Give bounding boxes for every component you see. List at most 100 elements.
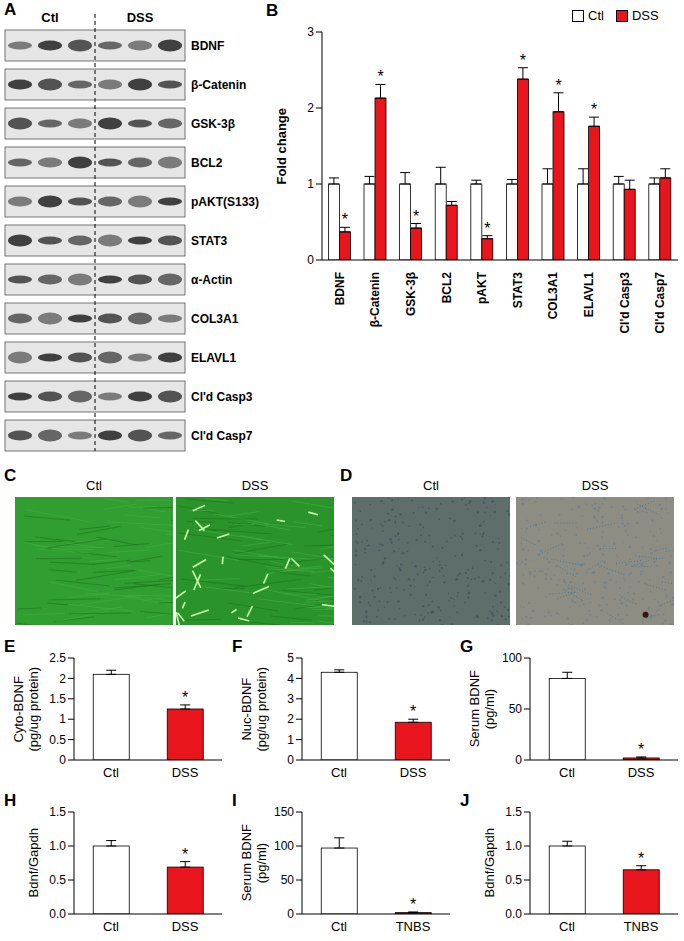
svg-text:0: 0 [59,753,66,767]
svg-text:DSS: DSS [172,765,199,780]
html-text:(pg/ml): (pg/ml) [254,842,270,884]
svg-text:*: * [555,77,561,94]
svg-text:150: 150 [274,805,294,819]
svg-text:0.5: 0.5 [49,873,66,887]
html-text:B: B [266,1,279,20]
svg-text:*: * [413,208,419,225]
svg-text:DSS: DSS [172,919,199,934]
svg-text:Ctl: Ctl [559,765,575,780]
svg-text:TNBS: TNBS [624,919,659,934]
svg-text:BDNF: BDNF [333,272,347,305]
svg-text:STAT3: STAT3 [191,234,228,248]
svg-text:0: 0 [287,753,294,767]
svg-text:*: * [377,68,383,85]
html-text:Serum BDNF: Serum BDNF [467,670,483,748]
svg-text:1.5: 1.5 [49,692,66,706]
svg-text:50: 50 [281,873,295,887]
html-text:Ctl: Ctl [86,478,102,493]
svg-text:Ctl: Ctl [103,765,119,780]
svg-text:0: 0 [515,753,522,767]
svg-text:Ctl: Ctl [331,919,347,934]
svg-text:4: 4 [287,672,294,686]
html-text:DSS: DSS [241,478,269,493]
svg-text:0: 0 [307,253,314,267]
svg-text:1.5: 1.5 [49,805,66,819]
svg-text:BDNF: BDNF [191,39,224,53]
svg-text:2: 2 [307,101,314,115]
svg-text:COL3A1: COL3A1 [191,312,239,326]
svg-text:Ctl: Ctl [103,919,119,934]
svg-text:0.0: 0.0 [49,907,66,921]
svg-text:*: * [182,689,188,706]
html-text:Nuc-BDNF: Nuc-BDNF [239,677,255,741]
svg-text:*: * [638,850,644,867]
svg-text:DSS: DSS [400,765,427,780]
html-text:Bdnf/Gapdh: Bdnf/Gapdh [482,828,498,898]
svg-text:GSK-3β: GSK-3β [404,272,418,316]
svg-text:α-Actin: α-Actin [191,273,232,287]
svg-text:DSS: DSS [127,10,154,25]
svg-text:1.0: 1.0 [505,839,522,853]
svg-text:β-Catenin: β-Catenin [191,78,246,92]
svg-text:1: 1 [307,177,314,191]
html-text:(pg/ug protein): (pg/ug protein) [26,666,42,752]
svg-text:ELAVL1: ELAVL1 [191,351,236,365]
svg-text:1.5: 1.5 [505,805,522,819]
svg-text:*: * [410,703,416,720]
svg-text:TNBS: TNBS [396,919,431,934]
svg-text:100: 100 [502,651,522,665]
svg-text:0: 0 [287,907,294,921]
html-text:(pg/ml): (pg/ml) [482,688,498,730]
svg-text:BCL2: BCL2 [191,156,223,170]
svg-text:COL3A1: COL3A1 [546,272,560,320]
svg-text:3: 3 [287,692,294,706]
svg-text:1: 1 [287,733,294,747]
svg-text:100: 100 [274,839,294,853]
html-text:Bdnf/Gapdh: Bdnf/Gapdh [26,828,42,898]
svg-text:Cl'd Casp7: Cl'd Casp7 [191,429,253,443]
svg-text:pAKT(S133): pAKT(S133) [191,195,259,209]
svg-text:1.0: 1.0 [49,839,66,853]
svg-text:Ctl: Ctl [559,919,575,934]
svg-text:ELAVL1: ELAVL1 [582,272,596,317]
html-text:Serum BDNF: Serum BDNF [239,824,255,902]
svg-text:Cl'd Casp3: Cl'd Casp3 [191,390,253,404]
html-text:G: G [460,637,474,656]
html-text:DSS: DSS [631,8,659,23]
svg-text:β-Catenin: β-Catenin [368,272,382,327]
svg-text:*: * [410,896,416,913]
svg-text:pAKT: pAKT [475,271,489,304]
svg-text:Cl'd Casp7: Cl'd Casp7 [653,272,667,334]
svg-text:2.5: 2.5 [49,651,66,665]
svg-text:*: * [342,211,348,228]
html-text:(pg/ug protein): (pg/ug protein) [254,666,270,752]
svg-text:1: 1 [59,712,66,726]
svg-text:*: * [591,101,597,118]
svg-text:BCL2: BCL2 [440,272,454,304]
svg-text:0.5: 0.5 [505,873,522,887]
html-text:A: A [4,0,17,19]
html-text:Cyto-BDNF: Cyto-BDNF [11,675,27,743]
svg-text:*: * [638,741,644,758]
svg-text:Ctl: Ctl [331,765,347,780]
svg-text:Cl'd Casp3: Cl'd Casp3 [618,272,632,334]
svg-text:Ctl: Ctl [41,10,58,25]
svg-text:0.5: 0.5 [49,733,66,747]
svg-text:2: 2 [287,712,294,726]
html-text:C: C [4,466,17,485]
svg-text:5: 5 [287,651,294,665]
html-text:DSS: DSS [581,478,609,493]
svg-text:2: 2 [59,672,66,686]
html-text:Fold change: Fold change [274,107,290,185]
svg-text:50: 50 [509,702,523,716]
svg-text:GSK-3β: GSK-3β [191,117,235,131]
svg-text:*: * [182,846,188,863]
html-text:Ctl: Ctl [423,478,439,493]
svg-text:DSS: DSS [628,765,655,780]
svg-text:0.0: 0.0 [505,907,522,921]
html-text:Ctl: Ctl [588,8,604,23]
svg-text:*: * [520,52,526,69]
svg-text:*: * [484,220,490,237]
svg-text:STAT3: STAT3 [511,272,525,309]
svg-text:3: 3 [307,25,314,39]
